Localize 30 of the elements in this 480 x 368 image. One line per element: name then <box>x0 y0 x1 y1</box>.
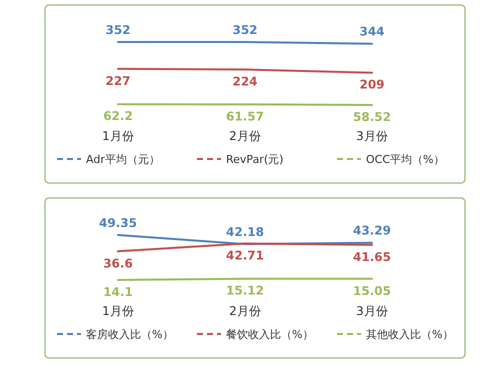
data-label: 58.52 <box>353 110 391 124</box>
legend-label: 客房收入比（%） <box>86 328 174 341</box>
data-label: 15.05 <box>353 284 391 298</box>
data-label: 14.1 <box>103 285 133 299</box>
x-tick-label: 3月份 <box>356 129 388 143</box>
x-tick-label: 2月份 <box>229 304 261 318</box>
x-tick-label: 3月份 <box>356 304 388 318</box>
x-tick-label: 1月份 <box>102 304 134 318</box>
data-label: 49.35 <box>99 216 137 230</box>
data-label: 209 <box>359 78 385 92</box>
legend-label: Adr平均（元） <box>86 153 160 166</box>
data-label: 15.12 <box>226 284 264 298</box>
x-tick-label: 1月份 <box>102 129 134 143</box>
x-tick-label: 2月份 <box>229 129 261 143</box>
data-label: 344 <box>359 24 385 39</box>
data-label: 42.18 <box>226 225 264 240</box>
legend-label: 其他收入比（%） <box>366 328 454 341</box>
data-label: 61.57 <box>226 109 264 124</box>
legend-label: RevPar(元) <box>226 153 284 166</box>
legend-label: OCC平均（%） <box>366 153 444 166</box>
data-label: 36.6 <box>103 256 133 270</box>
data-label: 41.65 <box>353 250 391 264</box>
data-label: 43.29 <box>353 224 391 238</box>
data-label: 227 <box>105 74 131 88</box>
data-label: 62.2 <box>103 109 133 124</box>
data-label: 352 <box>105 23 131 37</box>
data-label: 352 <box>232 23 258 37</box>
data-label: 224 <box>232 74 258 88</box>
legend-label: 餐饮收入比（%） <box>226 328 314 341</box>
data-label: 42.71 <box>226 248 264 262</box>
